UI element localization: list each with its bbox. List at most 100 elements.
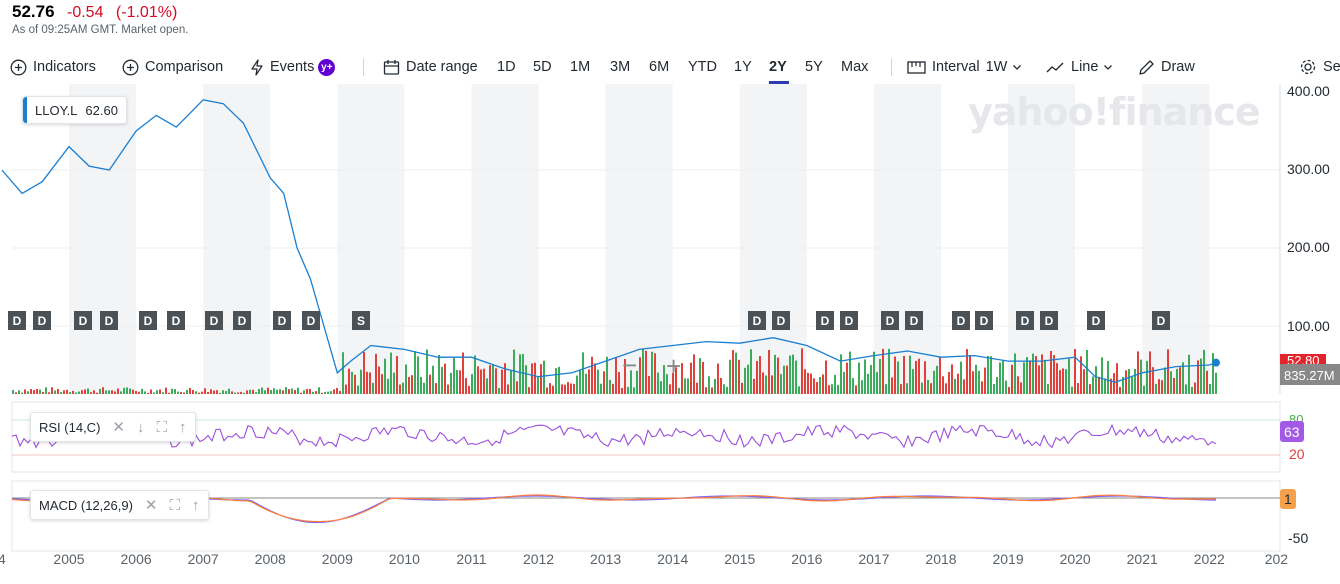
event-marker[interactable]: [1016, 311, 1034, 330]
volume-bar: [183, 392, 185, 394]
event-marker[interactable]: [352, 311, 370, 330]
volume-bar: [915, 360, 917, 394]
volume-bar: [189, 387, 191, 394]
volume-bar: [1038, 365, 1040, 394]
event-marker[interactable]: [1152, 311, 1170, 330]
volume-bar: [1140, 359, 1142, 394]
x-tick: 2021: [1127, 551, 1158, 567]
volume-bar: [402, 382, 404, 394]
volume-bar: [486, 378, 488, 394]
price-tick: 100.00: [1287, 318, 1330, 334]
date-range-button[interactable]: Date range: [383, 52, 478, 82]
event-marker[interactable]: [772, 311, 790, 330]
event-marker[interactable]: [975, 311, 993, 330]
event-marker-label: D: [1045, 314, 1054, 328]
event-marker-label: D: [1092, 314, 1101, 328]
volume-bar: [477, 366, 479, 394]
expand-icon[interactable]: ⛶: [169, 496, 181, 514]
volume-bar: [687, 378, 689, 394]
volume-bar: [1065, 369, 1067, 394]
volume-bar: [84, 389, 86, 394]
event-marker[interactable]: [74, 311, 92, 330]
event-marker-label: S: [357, 314, 365, 328]
x-tick: 4: [0, 551, 6, 567]
move-up-icon[interactable]: ↑: [179, 418, 187, 436]
event-marker[interactable]: [8, 311, 26, 330]
volume-bar: [768, 350, 770, 394]
zoom-in-button[interactable]: +: [666, 351, 681, 381]
event-marker[interactable]: [302, 311, 320, 330]
range-1y[interactable]: 1Y: [734, 59, 752, 75]
volume-bar: [765, 375, 767, 394]
event-marker[interactable]: [881, 311, 899, 330]
volume-bar: [918, 358, 920, 394]
symbol-legend[interactable]: LLOY.L 62.60: [22, 96, 127, 124]
event-marker[interactable]: [1087, 311, 1105, 330]
range-1d[interactable]: 1D: [497, 59, 516, 75]
interval-dropdown[interactable]: Interval 1W: [907, 52, 1029, 82]
event-marker-label: D: [753, 314, 762, 328]
expand-icon[interactable]: ⛶: [156, 418, 167, 436]
draw-button[interactable]: Draw: [1138, 52, 1195, 82]
range-5d[interactable]: 5D: [533, 59, 552, 75]
event-marker[interactable]: [748, 311, 766, 330]
event-marker[interactable]: [100, 311, 118, 330]
volume-bar: [618, 372, 620, 394]
volume-bar: [135, 391, 137, 394]
event-marker[interactable]: [205, 311, 223, 330]
range-ytd[interactable]: YTD: [688, 59, 717, 75]
volume-bar: [177, 391, 179, 394]
volume-bar: [627, 386, 629, 394]
close-icon[interactable]: ✕: [144, 497, 158, 514]
pencil-icon: [1139, 59, 1154, 75]
event-marker[interactable]: [952, 311, 970, 330]
volume-bar: [636, 370, 638, 394]
event-marker[interactable]: [139, 311, 157, 330]
indicators-button[interactable]: Indicators: [10, 52, 96, 82]
event-marker[interactable]: [273, 311, 291, 330]
volume-bar: [432, 365, 434, 394]
events-button[interactable]: Events y+: [250, 52, 336, 82]
volume-bar: [375, 353, 377, 394]
event-marker[interactable]: [33, 311, 51, 330]
volume-bar: [132, 389, 134, 394]
close-icon[interactable]: ✕: [112, 419, 125, 436]
zoom-out-button[interactable]: −: [622, 350, 637, 380]
settings-button[interactable]: Se: [1299, 52, 1340, 82]
chart-type-dropdown[interactable]: Line: [1046, 52, 1120, 82]
volume-bar: [111, 390, 113, 394]
event-marker[interactable]: [167, 311, 185, 330]
range-max[interactable]: Max: [841, 59, 869, 75]
range-3m[interactable]: 3M: [610, 59, 631, 75]
event-marker[interactable]: [816, 311, 834, 330]
volume-bar: [15, 392, 17, 394]
volume-bar: [861, 380, 863, 394]
range-6m[interactable]: 6M: [649, 59, 670, 75]
volume-bar: [1182, 362, 1184, 394]
volume-bar: [1125, 370, 1127, 394]
volume-bar: [1026, 357, 1028, 394]
range-1m[interactable]: 1M: [570, 59, 591, 75]
volume-bar: [852, 378, 854, 394]
volume-bar: [1170, 371, 1172, 394]
volume-bar: [240, 391, 242, 394]
event-marker[interactable]: [840, 311, 858, 330]
volume-bar: [534, 362, 536, 394]
volume-bar: [1116, 363, 1118, 394]
range-2y[interactable]: 2Y: [769, 59, 787, 75]
volume-bar: [210, 389, 212, 394]
volume-bar: [429, 374, 431, 394]
move-up-icon[interactable]: ↑: [192, 496, 200, 514]
event-marker[interactable]: [1040, 311, 1058, 330]
volume-bar: [309, 388, 311, 394]
range-5y[interactable]: 5Y: [805, 59, 823, 75]
volume-bar: [1068, 358, 1070, 394]
volume-bar: [273, 388, 275, 394]
event-marker[interactable]: [905, 311, 923, 330]
event-marker[interactable]: [233, 311, 251, 330]
move-down-icon[interactable]: ↓: [136, 418, 145, 436]
event-marker-label: D: [278, 314, 287, 328]
volume-bar: [192, 390, 194, 394]
comparison-button[interactable]: Comparison: [122, 52, 223, 82]
